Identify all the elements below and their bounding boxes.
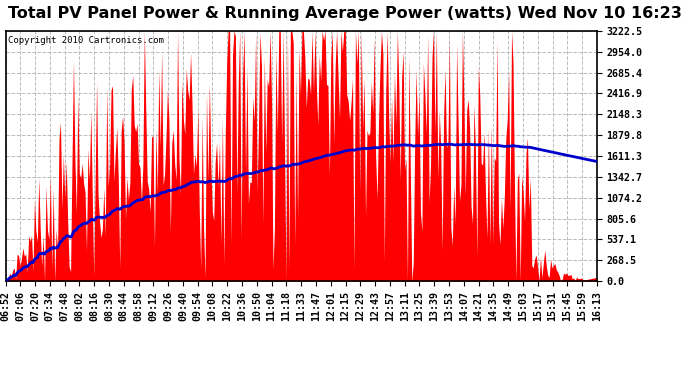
Text: Copyright 2010 Cartronics.com: Copyright 2010 Cartronics.com [8,36,164,45]
Text: Total PV Panel Power & Running Average Power (watts) Wed Nov 10 16:23: Total PV Panel Power & Running Average P… [8,6,682,21]
